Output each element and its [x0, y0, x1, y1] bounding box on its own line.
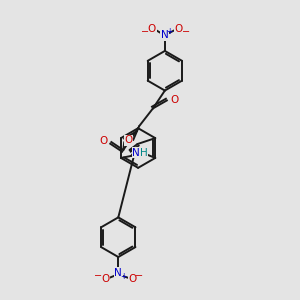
- Text: O: O: [175, 24, 183, 34]
- Text: O: O: [124, 135, 132, 145]
- Text: O: O: [148, 24, 156, 34]
- Text: N: N: [161, 30, 169, 40]
- Text: +: +: [120, 272, 126, 281]
- Text: +: +: [167, 27, 173, 36]
- Text: O: O: [171, 95, 179, 106]
- Text: O: O: [128, 274, 136, 284]
- Text: −: −: [182, 27, 190, 37]
- Text: O: O: [101, 274, 110, 284]
- Text: O: O: [99, 136, 108, 146]
- Text: N: N: [132, 148, 140, 158]
- Text: −: −: [94, 271, 103, 281]
- Text: −: −: [141, 27, 149, 37]
- Text: N: N: [114, 268, 122, 278]
- Text: H: H: [140, 148, 148, 158]
- Text: −: −: [135, 271, 143, 281]
